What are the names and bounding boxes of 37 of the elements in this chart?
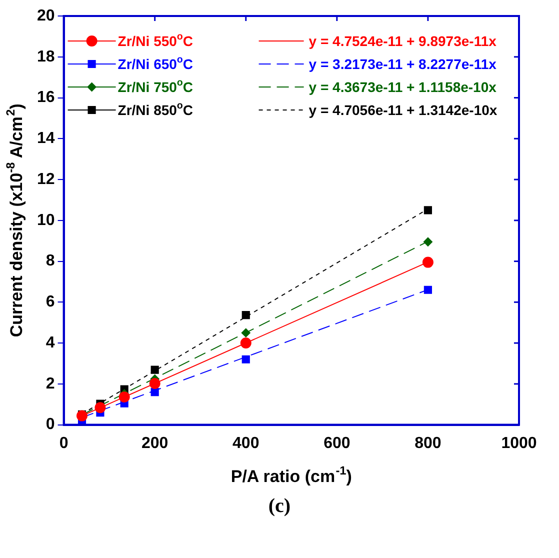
y-tick-label: 12: [37, 170, 55, 188]
point: [94, 402, 106, 414]
text: (c): [267, 495, 292, 518]
point: [242, 311, 250, 320]
x-tick-label: 200: [141, 434, 168, 452]
point: [424, 206, 432, 214]
point: [241, 328, 250, 338]
point: [424, 286, 432, 294]
y-tick-label: 2: [46, 375, 55, 392]
legend-label: y = 4.7524e-11 + 9.8973e-11x: [308, 33, 497, 49]
y-tick-label: 16: [37, 89, 55, 106]
y-tick-label: 10: [37, 212, 55, 229]
point: [118, 392, 130, 402]
point: [240, 338, 252, 349]
y-tick-label: 0: [46, 416, 55, 434]
point: [150, 366, 159, 374]
legend-label: y = 3.2173e-11 + 8.2277e-11x: [308, 56, 497, 72]
y-tick-label: 8: [46, 252, 55, 270]
legend-label: y = 4.3673e-11 + 1.1158e-10x: [308, 79, 497, 95]
y-tick-label: 18: [37, 48, 55, 66]
y-tick-label: 4: [46, 334, 55, 352]
point: [150, 388, 159, 396]
point: [149, 378, 160, 390]
point: [242, 355, 250, 364]
point: [422, 256, 434, 268]
x-tick-label: 600: [324, 434, 350, 452]
legend-label: y = 4.7056e-11 + 1.3142e-10x: [308, 102, 498, 118]
x-tick-label: 800: [414, 434, 442, 452]
y-tick-label: 14: [37, 130, 55, 148]
point: [423, 237, 432, 246]
y-tick-label: 6: [46, 294, 55, 311]
x-tick-label: 400: [232, 434, 260, 452]
x-tick-label: 1000: [501, 434, 537, 452]
y-tick-label: 20: [37, 7, 55, 24]
x-tick-label: 0: [59, 434, 68, 452]
y-axis-title: Current density (x10-8 A/cm2): [3, 104, 26, 338]
point: [76, 410, 88, 422]
